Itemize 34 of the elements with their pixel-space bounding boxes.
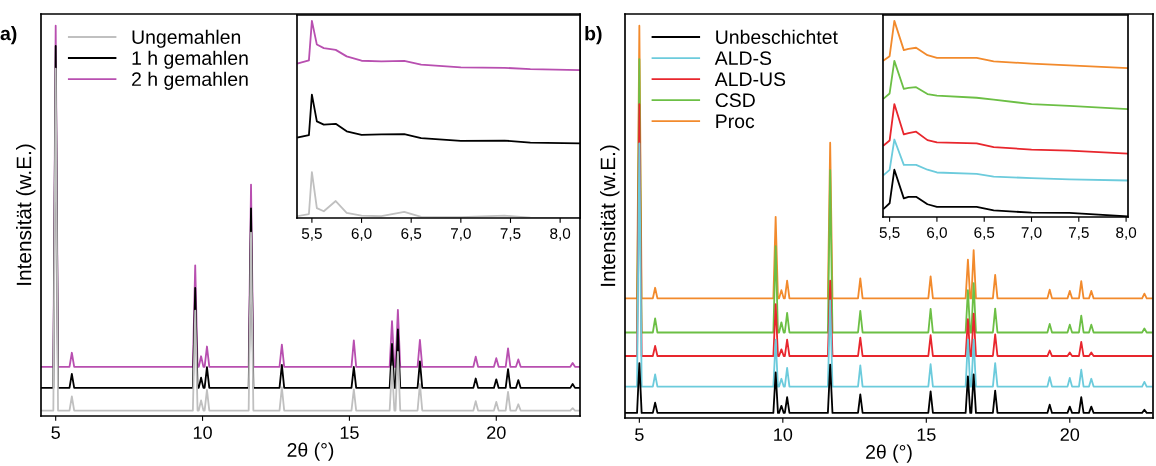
text: b) (585, 26, 602, 45)
x-tick-label: 7,5 (1068, 227, 1089, 240)
x-tick-label: 20 (1060, 428, 1080, 441)
legend-label: Unbeschichtet (716, 29, 838, 44)
x-tick-label: 6,0 (927, 227, 947, 240)
x-tick-label: 5 (635, 428, 644, 441)
y-axis-title: Intensität (w.E.) (600, 145, 620, 286)
legend-label: 1 h gemahlen (132, 50, 248, 69)
x-tick-label: 7,0 (1021, 227, 1042, 240)
legend-label: 2 h gemahlen (132, 71, 248, 90)
x-tick-label: 6,0 (351, 228, 372, 241)
x-tick-label: 10 (193, 426, 212, 439)
x-tick-label: 7,5 (500, 228, 521, 241)
x-tick-label: 8,0 (1116, 227, 1137, 240)
x-tick-label: 15 (917, 428, 936, 441)
x-tick-label: 20 (487, 426, 506, 439)
x-tick-label: 10 (774, 428, 793, 441)
legend-label: ALD-US (714, 72, 786, 87)
legend-label: Proc (716, 114, 755, 129)
x-tick-label: 5,5 (301, 228, 322, 241)
x-tick-label: 6,5 (401, 228, 422, 241)
legend-label: Ungemahlen (132, 29, 241, 48)
x-axis-title: 2θ (°) (287, 442, 334, 461)
x-tick-label: 7,0 (451, 228, 471, 241)
x-tick-label: 5 (51, 426, 60, 439)
x-axis-title: 2θ (°) (866, 444, 912, 463)
text: a) (0, 26, 17, 45)
x-tick-label: 5,5 (879, 227, 900, 240)
legend-label: CSD (715, 93, 755, 108)
x-tick-label: 6,5 (974, 227, 995, 240)
x-tick-label: 15 (340, 426, 359, 439)
y-axis-title: Intensität (w.E.) (16, 144, 36, 285)
legend-label: ALD-S (714, 51, 772, 66)
x-tick-label: 8,0 (550, 228, 571, 241)
